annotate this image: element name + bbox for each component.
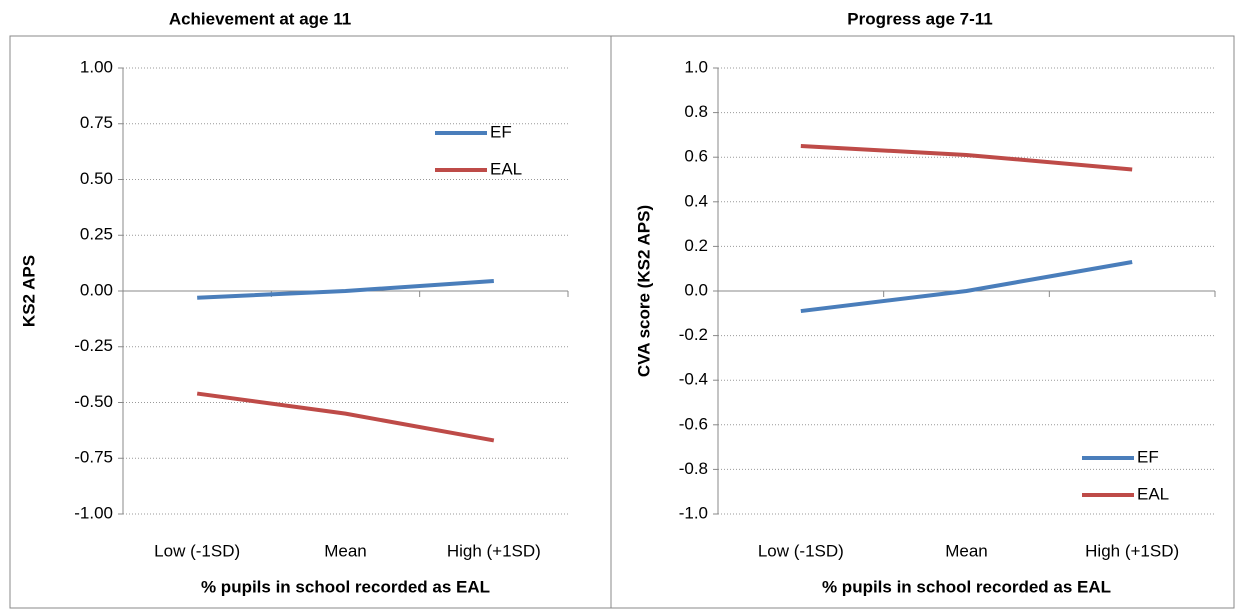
chart-title: Progress age 7-11 bbox=[847, 9, 993, 28]
y-tick-label: 0.6 bbox=[684, 147, 708, 166]
chart-title: Achievement at age 11 bbox=[169, 9, 351, 28]
x-axis-label: % pupils in school recorded as EAL bbox=[822, 577, 1111, 596]
line bbox=[197, 278, 494, 300]
y-tick-label: -0.2 bbox=[679, 325, 708, 344]
y-tick-label: -0.6 bbox=[679, 414, 708, 433]
line bbox=[800, 144, 1133, 172]
y-axis-label: CVA score (KS2 APS) bbox=[634, 205, 653, 377]
y-tick-label: -0.75 bbox=[74, 448, 113, 467]
y-tick-label: 0.0 bbox=[684, 280, 708, 299]
legend-label: EAL bbox=[1137, 484, 1169, 503]
line bbox=[196, 391, 495, 443]
y-tick-label: 0.8 bbox=[684, 102, 708, 121]
y-axis-label: KS2 APS bbox=[19, 255, 38, 327]
y-tick-label: 0.25 bbox=[80, 225, 113, 244]
y-tick-label: 0.4 bbox=[684, 191, 708, 210]
x-tick-label: Mean bbox=[324, 541, 367, 560]
y-tick-label: 0.75 bbox=[80, 113, 113, 132]
x-tick-label: High (+1SD) bbox=[1085, 541, 1179, 560]
y-tick-label: 0.00 bbox=[80, 280, 113, 299]
y-tick-label: -0.4 bbox=[679, 370, 708, 389]
x-tick-label: Low (-1SD) bbox=[154, 541, 240, 560]
y-tick-label: 0.50 bbox=[80, 169, 113, 188]
legend-label: EF bbox=[490, 122, 512, 141]
y-tick-label: 1.00 bbox=[80, 57, 113, 76]
line bbox=[800, 260, 1133, 314]
frame bbox=[9, 35, 1235, 609]
x-tick-label: Low (-1SD) bbox=[758, 541, 844, 560]
y-tick-label: 1.0 bbox=[684, 57, 708, 76]
y-tick-label: -1.0 bbox=[679, 503, 708, 522]
y-tick-label: -0.8 bbox=[679, 459, 708, 478]
legend-label: EAL bbox=[490, 159, 522, 178]
y-tick-label: -0.50 bbox=[74, 392, 113, 411]
y-tick-label: -1.00 bbox=[74, 503, 113, 522]
x-tick-label: Mean bbox=[945, 541, 988, 560]
x-axis-label: % pupils in school recorded as EAL bbox=[201, 577, 490, 596]
x-tick-label: High (+1SD) bbox=[447, 541, 541, 560]
y-tick-label: -0.25 bbox=[74, 336, 113, 355]
legend-label: EF bbox=[1137, 447, 1159, 466]
y-tick-label: 0.2 bbox=[684, 236, 708, 255]
